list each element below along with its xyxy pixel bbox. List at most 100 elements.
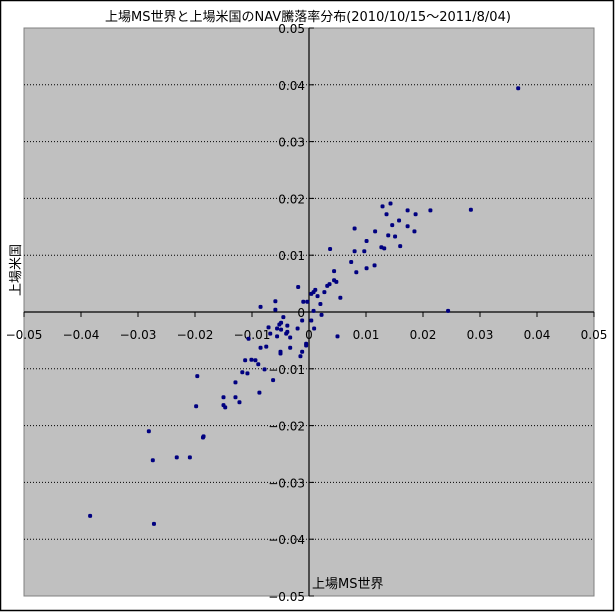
data-point xyxy=(332,269,337,274)
y-tick-label: −0.01 xyxy=(268,363,305,377)
x-tick-label: −0.01 xyxy=(234,328,271,342)
data-point xyxy=(309,318,314,323)
data-point xyxy=(295,326,300,331)
data-point xyxy=(249,357,254,362)
data-point xyxy=(318,302,323,307)
x-tick-label: −0.02 xyxy=(177,328,214,342)
data-point xyxy=(373,229,378,234)
y-axis-label: 上場米国 xyxy=(9,244,24,296)
data-point xyxy=(237,400,242,405)
data-point xyxy=(273,307,278,312)
y-tick-label: 0.03 xyxy=(278,136,305,150)
data-point xyxy=(275,326,280,331)
y-tick-label: 0.01 xyxy=(278,249,305,263)
data-point xyxy=(388,201,393,206)
x-tick-label: 0.04 xyxy=(524,328,551,342)
data-point xyxy=(195,374,200,379)
axes xyxy=(23,27,595,597)
x-tick-label: −0.05 xyxy=(6,328,43,342)
data-point xyxy=(275,334,280,339)
data-point xyxy=(468,207,473,212)
data-point xyxy=(279,327,284,332)
data-point xyxy=(405,208,410,213)
data-point xyxy=(146,429,151,434)
data-point xyxy=(174,455,179,460)
data-point xyxy=(322,290,327,295)
y-tick-label: 0.05 xyxy=(278,22,305,36)
data-point xyxy=(362,249,367,254)
data-point xyxy=(257,390,262,395)
data-point xyxy=(277,322,282,327)
data-point xyxy=(253,358,258,363)
x-tick-label: 0.01 xyxy=(353,328,380,342)
data-point xyxy=(266,325,271,330)
data-point xyxy=(221,395,226,400)
data-point xyxy=(273,299,278,304)
data-point xyxy=(328,246,333,251)
y-tick-label: −0.04 xyxy=(268,533,305,547)
data-point xyxy=(390,223,395,228)
data-point xyxy=(428,208,433,213)
data-point xyxy=(256,362,261,367)
data-point xyxy=(446,308,451,313)
data-point xyxy=(405,224,410,229)
data-point xyxy=(187,455,192,460)
data-points xyxy=(88,86,521,526)
data-point xyxy=(397,218,402,223)
data-point xyxy=(285,323,290,328)
data-point xyxy=(412,229,417,234)
x-tick-label: 0 xyxy=(305,328,313,342)
chart-title: 上場MS世界と上場米国のNAV騰落率分布(2010/10/15～2011/8/0… xyxy=(105,9,511,25)
data-point xyxy=(150,458,155,463)
data-point xyxy=(398,244,403,249)
data-point xyxy=(258,304,263,309)
data-point xyxy=(384,212,389,217)
data-point xyxy=(352,249,357,254)
data-point xyxy=(380,204,385,209)
data-point xyxy=(338,295,343,300)
data-point xyxy=(258,345,263,350)
data-point xyxy=(372,263,377,268)
data-point xyxy=(382,246,387,251)
data-point xyxy=(262,367,267,372)
data-point xyxy=(352,226,357,231)
data-point xyxy=(298,354,303,359)
y-tick-label: −0.05 xyxy=(268,590,305,604)
data-point xyxy=(309,291,314,296)
data-point xyxy=(354,270,359,275)
data-point xyxy=(319,312,324,317)
data-point xyxy=(278,351,283,356)
data-point xyxy=(516,86,521,91)
data-point xyxy=(268,331,273,336)
data-point xyxy=(200,435,205,440)
data-point xyxy=(349,260,354,265)
data-point xyxy=(245,371,250,376)
tick-labels: −0.05 −0.04 −0.03 −0.02 −0.01 0 0.01 0.02 0.03 0.… xyxy=(6,22,608,604)
data-point xyxy=(335,334,340,339)
data-point xyxy=(386,233,391,238)
data-point xyxy=(300,318,305,323)
data-point xyxy=(311,308,316,313)
data-point xyxy=(233,395,238,400)
y-tick-label: −0.02 xyxy=(268,420,305,434)
data-point xyxy=(305,299,310,304)
data-point xyxy=(223,405,228,410)
data-point xyxy=(413,212,418,217)
data-point xyxy=(296,285,301,290)
x-tick-label: 0.05 xyxy=(581,328,608,342)
data-point xyxy=(304,343,309,348)
data-point xyxy=(88,513,93,518)
data-point xyxy=(300,349,305,354)
x-axis-label: 上場MS世界 xyxy=(312,577,383,592)
data-point xyxy=(325,283,330,288)
x-tick-label: −0.03 xyxy=(120,328,157,342)
data-point xyxy=(194,404,199,409)
data-point xyxy=(284,331,289,336)
data-point xyxy=(151,521,156,526)
y-tick-label: −0.03 xyxy=(268,476,305,490)
data-point xyxy=(288,345,293,350)
data-point xyxy=(243,358,248,363)
data-point xyxy=(271,378,276,383)
data-point xyxy=(334,279,339,284)
